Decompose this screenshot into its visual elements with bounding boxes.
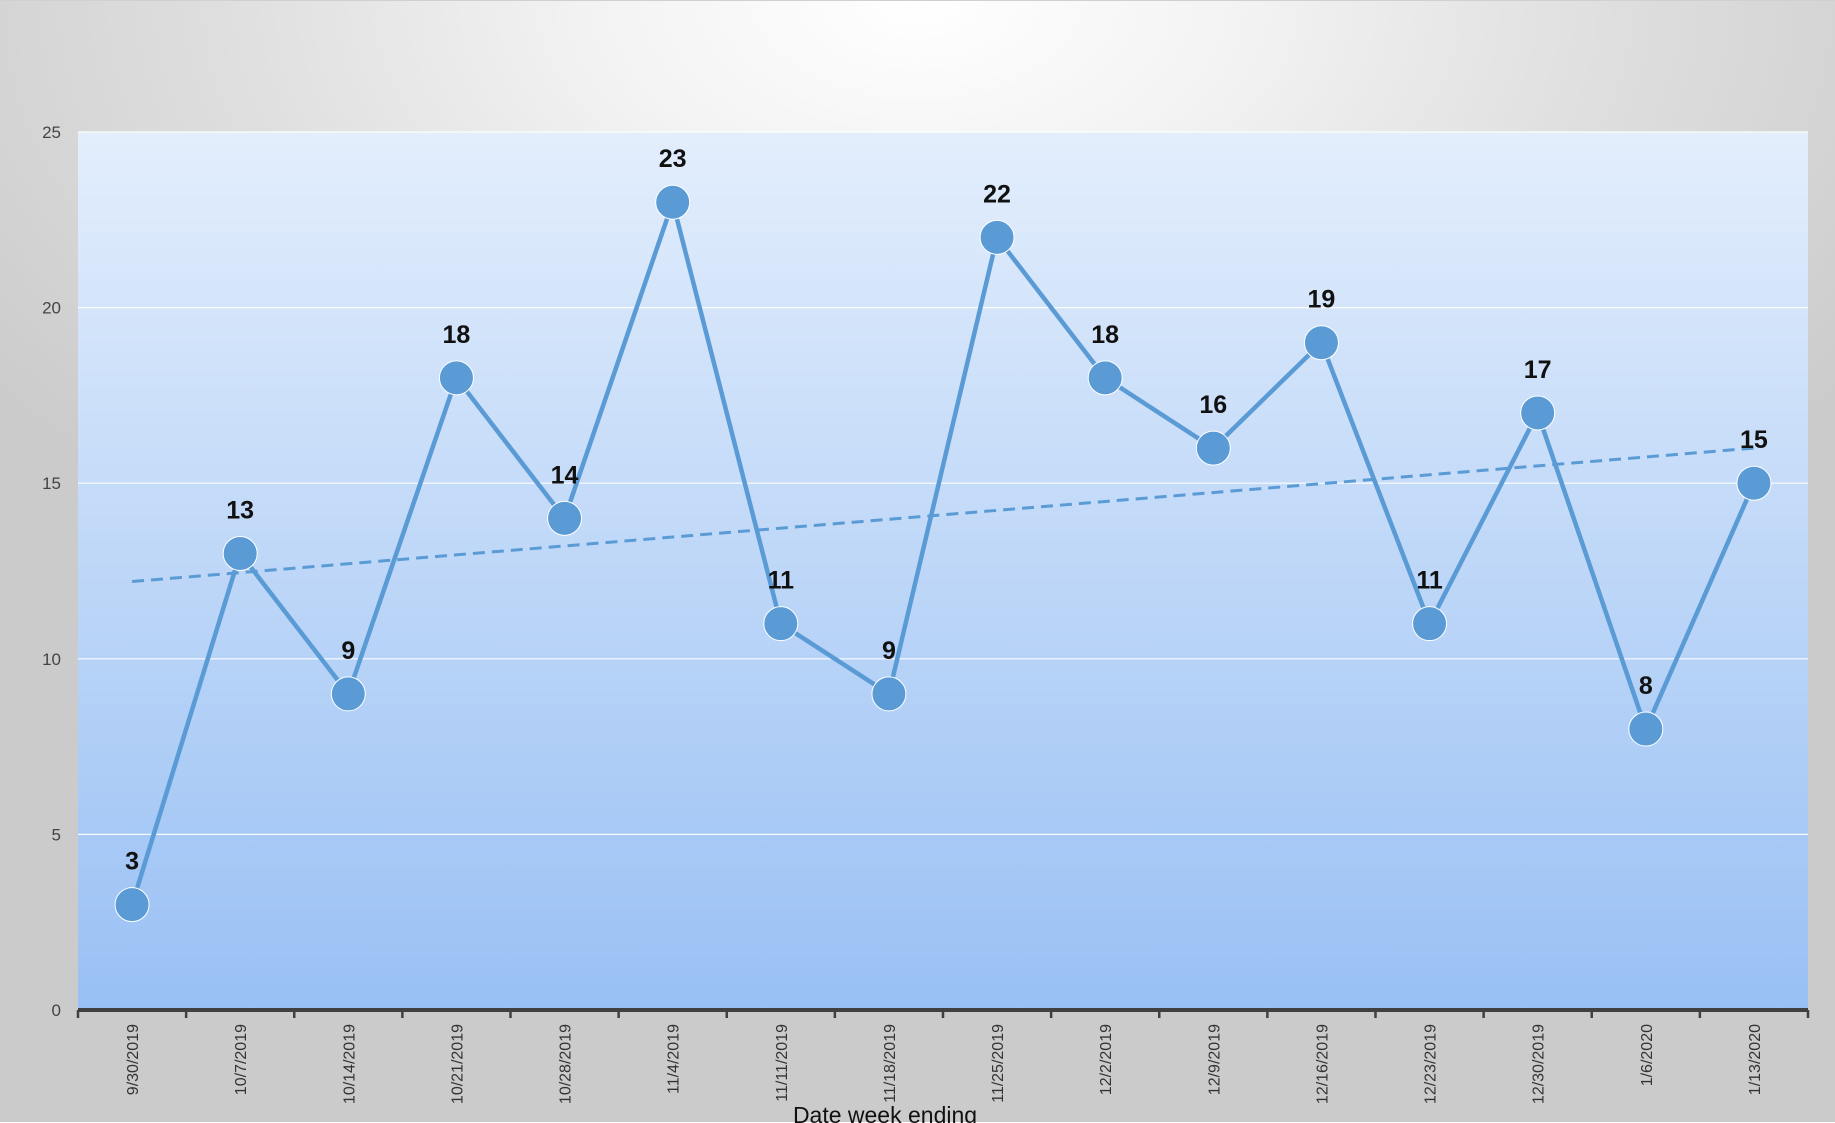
y-tick-label: 25 [42, 123, 61, 142]
data-point [222, 535, 258, 571]
data-label: 15 [1740, 426, 1768, 454]
trendline-group [131, 446, 1755, 584]
x-tick-label: 12/16/2019 [1314, 1024, 1331, 1104]
data-label: 17 [1524, 356, 1552, 384]
data-label: 23 [659, 145, 687, 173]
data-label: 11 [768, 567, 795, 595]
data-point [655, 184, 691, 220]
y-tick-label: 20 [42, 299, 61, 318]
data-label: 3 [125, 848, 139, 876]
series-line [129, 199, 1756, 906]
x-tick-label: 10/28/2019 [558, 1024, 575, 1104]
data-label: 18 [1091, 321, 1119, 349]
y-tick-label: 10 [42, 650, 61, 669]
y-tick-label: 5 [52, 825, 61, 844]
x-tick-label: 11/4/2019 [666, 1024, 683, 1094]
data-point [1303, 325, 1339, 361]
data-label: 11 [1416, 567, 1443, 595]
data-point [871, 676, 907, 712]
data-label: 9 [341, 637, 355, 665]
gridlines [78, 131, 1808, 836]
data-point [1736, 465, 1772, 501]
x-tick-label: 10/7/2019 [233, 1024, 250, 1095]
data-label: 14 [551, 461, 579, 489]
data-point [1195, 430, 1231, 466]
x-tick-label: 12/9/2019 [1206, 1024, 1223, 1095]
y-tick-label: 15 [42, 474, 61, 493]
x-tick-label: 12/2/2019 [1098, 1024, 1115, 1095]
data-point [979, 219, 1015, 255]
y-tick-label: 0 [52, 1001, 61, 1020]
data-label: 19 [1308, 286, 1336, 314]
data-label: 22 [983, 180, 1011, 208]
trendline [131, 446, 1755, 584]
data-label: 9 [882, 637, 896, 665]
data-point [763, 606, 799, 642]
data-point [330, 676, 366, 712]
data-labels: 3 13 9 18 14 23 11 9 22 18 16 19 11 17 8 15 [125, 145, 1768, 875]
data-point [438, 360, 474, 396]
data-point [1628, 711, 1664, 747]
data-label: 13 [226, 496, 254, 524]
x-tick-label: 10/14/2019 [341, 1024, 358, 1104]
data-point [1412, 606, 1448, 642]
data-point [1520, 395, 1556, 431]
x-tick-label: 1/13/2020 [1747, 1024, 1764, 1095]
x-tick-label: 12/30/2019 [1531, 1024, 1548, 1104]
x-axis-title: Date week ending [793, 1102, 977, 1123]
data-point [114, 887, 150, 923]
x-axis: 0 5 10 15 20 25 9/30/2019 10/7/2019 10/14/2019 10… [42, 123, 1810, 1104]
data-point [1087, 360, 1123, 396]
x-tick-label: 10/21/2019 [449, 1024, 466, 1104]
plot-area [78, 132, 1808, 1010]
data-label: 8 [1639, 672, 1653, 700]
x-tick-label: 11/11/2019 [774, 1024, 791, 1102]
x-tick-label: 9/30/2019 [125, 1024, 142, 1095]
data-point [547, 500, 583, 536]
data-label: 18 [443, 321, 471, 349]
series-group [114, 184, 1772, 923]
x-tick-label: 12/23/2019 [1423, 1024, 1440, 1104]
data-label: 16 [1199, 391, 1227, 419]
x-tick-label: 11/18/2019 [882, 1024, 899, 1103]
x-tick-label: 11/25/2019 [990, 1024, 1007, 1103]
x-tick-label: 1/6/2020 [1639, 1024, 1656, 1086]
